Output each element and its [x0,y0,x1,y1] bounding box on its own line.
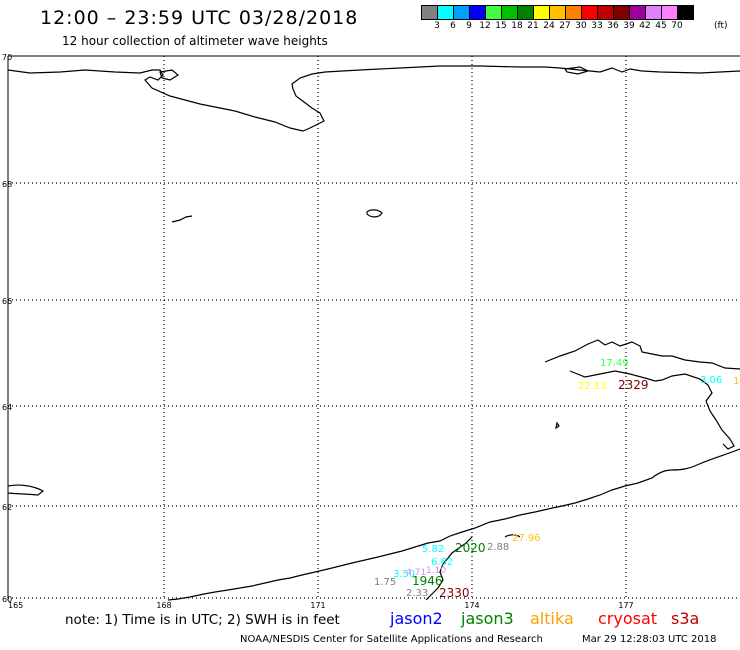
island-small [366,209,383,218]
wave-height-label: 2020 [455,541,486,555]
coastline-norton-sound [569,370,735,450]
map-frame [7,55,740,600]
legend-swatches [421,5,694,20]
legend-tick-label: 6 [450,21,456,31]
latitude-label: 68 [2,180,12,189]
longitude-label: 174 [464,601,479,610]
longitude-label: 168 [156,601,171,610]
latitude-label: 60 [2,595,12,604]
wave-height-label: 1.10 [426,566,446,576]
wave-height-label: 3.50 [393,569,415,580]
wave-height-label: 6.62 [431,557,453,568]
inlet-north [159,69,180,81]
coastline-alaska-seward [544,339,740,370]
longitude-label: 165 [8,601,23,610]
footer-note: note: 1) Time is in UTC; 2) SWH is in fe… [65,612,340,628]
island-nunivak [504,534,521,538]
lagoon-north [563,66,590,75]
legend-tick-label: 15 [495,21,507,31]
footer-timestamp: Mar 29 12:28:03 UTC 2018 [582,634,717,645]
wave-height-label: 1.75 [374,577,396,588]
map-title: 12:00 – 23:59 UTC 03/28/2018 [40,7,359,29]
legend-labels: 3 6 9 12 15 18 21 24 27 30 33 36 39 42 45 70 [421,21,740,33]
wave-height-label: 5.82 [422,544,444,555]
legend-tick-label: 45 [655,21,667,31]
wave-height-label: 17.49 [600,358,629,369]
island-small-east [555,421,560,430]
longitude-label: 177 [618,601,633,610]
wave-height-label: 2329 [618,378,649,392]
island-st-lawrence [7,484,45,496]
legend-tick-label: 27 [559,21,571,31]
coastline-chukotka-north [7,65,740,132]
legend-tick-label: 30 [575,21,587,31]
legend-tick-label: 18 [511,21,523,31]
legend-tick-label: 39 [623,21,635,31]
wave-height-label: 22.13 [578,381,607,392]
legend-tick-label: 24 [543,21,555,31]
coastline-yk-delta [167,448,740,601]
wave-height-label: 2.33 [406,588,428,599]
map-subtitle: 12 hour collection of altimeter wave hei… [62,34,328,48]
wave-height-label: 1946 [412,574,443,588]
satellite-s3a: s3a [671,609,700,628]
observation-labels: 17.49 22.13 2329 3.06 1 27.96 5.82 2020 2.88 6.62… [374,358,739,600]
legend-unit: (ft) [714,21,728,31]
legend-tick-label: 21 [527,21,539,31]
latitude-label: 70 [2,53,12,62]
legend-tick-label: 12 [479,21,491,31]
legend-tick-label: 33 [591,21,603,31]
legend-tick-label: 9 [466,21,472,31]
legend-swatch [677,5,694,20]
legend-tick-label: 42 [639,21,651,31]
satellite-jason3: jason3 [461,609,514,628]
satellite-jason2: jason2 [390,609,443,628]
satellite-cryosat: cryosat [598,609,658,628]
latitude-label: 66 [2,297,12,306]
latitude-label: 62 [2,503,12,512]
wave-height-label: 2330 [439,586,470,600]
footer-credit: NOAA/NESDIS Center for Satellite Applica… [240,634,543,645]
color-legend [421,5,694,20]
legend-tick-label: 3 [434,21,440,31]
longitude-label: 171 [310,601,325,610]
wave-height-label: 1 [733,376,739,387]
latitude-label: 64 [2,403,12,412]
wave-height-label: 2.88 [487,542,509,553]
coastlines [7,65,740,601]
wave-height-label: 3.06 [700,375,722,386]
legend-tick-label: 70 [671,21,683,31]
legend-tick-label: 36 [607,21,619,31]
satellite-altika: altika [530,609,574,628]
wave-height-label: 4.71 [406,568,426,578]
island-west [171,215,193,223]
wave-height-label: 27.96 [512,533,541,544]
coastline-bristol-bay [425,536,473,601]
